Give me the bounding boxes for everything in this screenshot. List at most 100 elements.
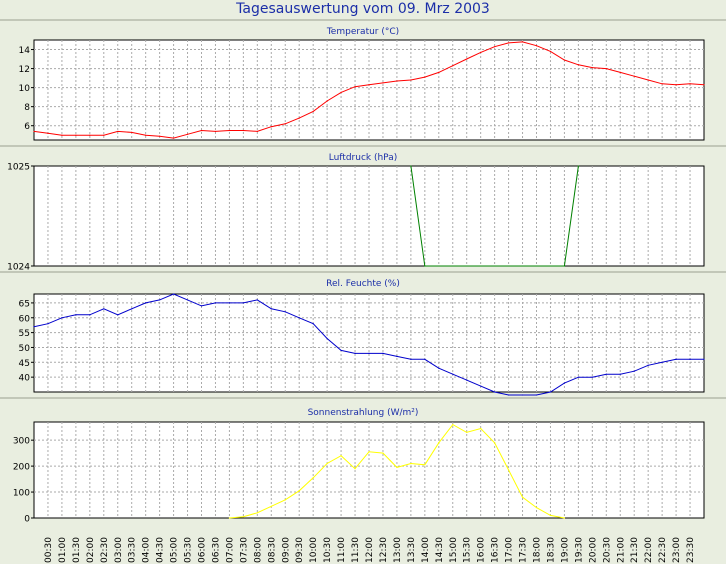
data-point [382,452,384,454]
data-point [186,133,189,135]
x-tick-label: 19:30 [574,537,584,563]
y-tick-label: 300 [13,437,30,447]
y-tick-label: 65 [19,299,30,309]
data-point [326,337,328,340]
x-tick-label: 02:00 [86,537,96,563]
data-point [200,305,203,307]
data-point [410,165,412,167]
data-point [284,123,286,125]
x-tick-label: 16:00 [477,537,487,563]
data-point [619,71,621,73]
data-point [452,423,454,426]
data-point [563,517,566,519]
data-point [131,308,133,310]
data-point [117,314,119,316]
data-point [340,349,342,352]
y-tick-label: 100 [13,489,30,499]
x-tick-label: 21:00 [616,537,626,563]
chart-panel-2: Luftdruck (hPa) 1024 1025 [0,145,726,273]
x-tick-label: 18:30 [546,537,556,563]
data-point [410,462,412,465]
data-point [521,41,524,43]
data-point [270,505,272,507]
data-point [647,364,649,366]
data-point [103,308,105,310]
data-point [145,134,147,136]
data-point [424,358,426,360]
data-point [480,385,482,387]
data-point [605,373,607,375]
data-point [675,358,677,360]
data-point [270,126,272,128]
data-point [172,137,175,139]
data-point [200,129,203,132]
x-tick-label: 13:00 [393,537,403,563]
data-point [480,427,482,430]
data-point [703,358,705,360]
data-point [89,314,91,316]
data-point [689,358,691,360]
data-point [466,58,468,60]
x-tick-label: 10:30 [323,537,333,563]
data-point [661,83,663,85]
data-point [159,135,161,137]
x-tick-label: 07:30 [239,537,249,563]
x-tick-label: 14:00 [421,537,431,563]
x-tick-label: 11:30 [351,537,361,563]
data-point [284,499,286,501]
data-point [563,59,566,61]
x-tick-label: 13:30 [407,537,417,563]
data-point [340,455,342,457]
series-line [410,165,579,267]
x-tick-label: 19:00 [560,537,570,563]
data-point [368,84,370,86]
y-tick-label: 45 [19,359,30,369]
data-point [242,516,244,518]
data-point [549,50,552,53]
data-point [298,117,300,119]
y-tick-label: 50 [19,344,31,354]
data-point [466,431,468,433]
data-point [410,79,412,81]
x-tick-label: 21:30 [630,537,640,563]
x-tick-label: 15:30 [463,537,473,563]
data-point [33,130,35,133]
data-point [452,65,454,67]
x-tick-label: 10:00 [309,537,319,563]
chart-title: Temperatur (°C) [326,27,399,37]
x-tick-label: 09:30 [295,537,305,563]
chart-title: Luftdruck (hPa) [329,153,398,163]
x-tick-label: 02:30 [100,537,110,563]
y-tick-label: 40 [19,374,31,384]
chart-panel-1: Temperatur (°C) 6 8 10 12 14 [0,19,726,141]
data-point [703,84,705,86]
x-tick-label: 17:30 [519,537,529,563]
data-point [521,394,524,396]
y-tick-label: 6 [24,122,30,132]
x-tick-label: 06:30 [211,537,221,563]
data-point [256,512,258,514]
x-tick-label: 04:30 [156,537,166,563]
data-point [507,469,510,471]
data-point [549,391,552,393]
data-point [214,130,217,133]
data-point [89,134,91,136]
data-point [549,514,552,517]
report-title: Tagesauswertung vom 09. Mrz 2003 [236,1,490,17]
x-tick-label: 01:00 [58,537,68,563]
data-point [535,394,538,396]
y-tick-label: 0 [24,515,30,525]
x-axis: 00:30 01:00 01:30 02:00 02:30 03:00 03:30 04:00… [44,537,696,563]
x-tick-label: 01:30 [72,537,82,563]
data-point [354,86,356,88]
data-point [591,376,593,378]
data-point [494,391,496,393]
x-tick-label: 11:00 [337,537,347,563]
data-point [131,131,133,133]
data-point [410,358,412,360]
data-point [298,490,300,492]
data-point [577,376,579,378]
data-point [382,352,384,354]
chart-title: Sonnenstrahlung (W/m²) [308,408,419,418]
